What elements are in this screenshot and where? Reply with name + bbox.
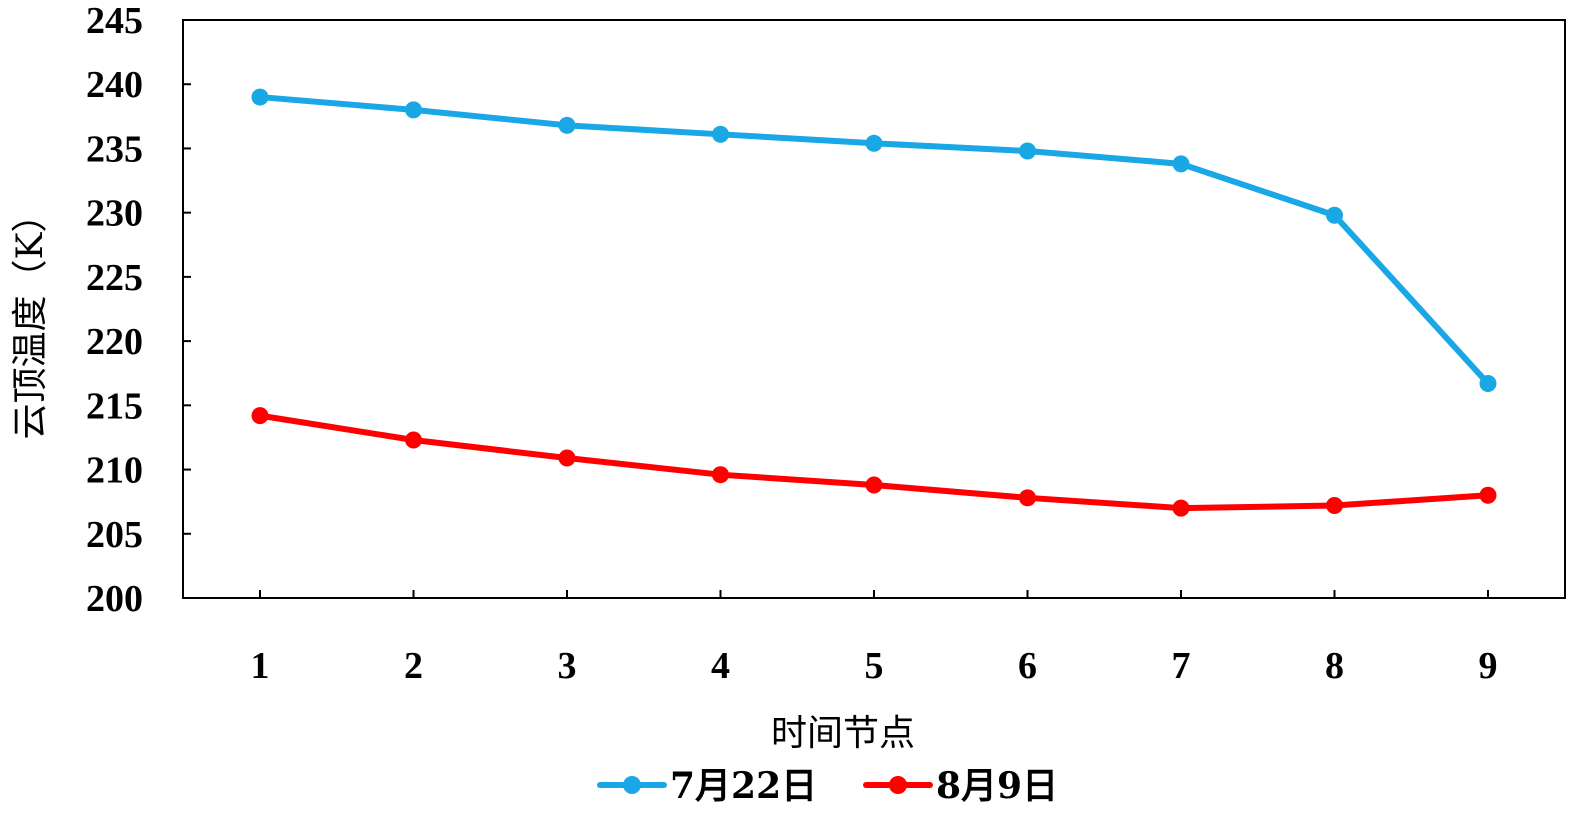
x-tick-label: 4 — [711, 645, 730, 687]
data-point — [865, 476, 883, 494]
data-point — [405, 431, 422, 449]
data-point — [405, 101, 422, 119]
x-tick-label: 8 — [1325, 645, 1344, 687]
series-line — [257, 412, 1491, 512]
data-point — [251, 407, 269, 425]
legend-item: 8月9日 — [863, 765, 1058, 807]
data-point — [251, 88, 269, 106]
y-tick-label: 200 — [86, 578, 143, 620]
data-point — [1172, 499, 1190, 517]
series-1 — [251, 88, 1497, 392]
x-axis-title: 时间节点 — [771, 713, 915, 754]
y-tick-label: 235 — [86, 128, 143, 170]
y-tick-label: 210 — [86, 450, 143, 492]
data-point — [1019, 142, 1036, 160]
legend-label: 7月22日 — [670, 765, 817, 807]
x-axis: 1 2 3 4 5 6 7 8 9 — [251, 590, 1498, 687]
x-tick-label: 3 — [558, 645, 577, 687]
x-tick-label: 7 — [1172, 645, 1191, 687]
data-point — [1019, 489, 1036, 507]
y-tick-label: 225 — [86, 257, 143, 299]
x-tick-label: 2 — [404, 645, 423, 687]
data-point — [1172, 155, 1190, 173]
y-axis: 200 205 210 215 220 225 230 235 240 245 — [86, 0, 191, 620]
data-point — [1326, 497, 1343, 515]
data-point — [1479, 374, 1497, 392]
data-point — [712, 125, 729, 143]
legend-item: 7月22日 — [597, 765, 817, 807]
legend-label: 8月9日 — [936, 765, 1058, 807]
x-tick-label: 6 — [1018, 645, 1037, 687]
data-point — [712, 466, 729, 484]
y-tick-label: 245 — [86, 0, 143, 42]
y-tick-label: 240 — [86, 64, 143, 106]
data-point — [1479, 486, 1497, 504]
y-tick-label: 205 — [86, 514, 143, 556]
data-point — [558, 449, 576, 467]
legend-marker — [889, 776, 907, 794]
x-tick-label: 1 — [251, 645, 270, 687]
y-axis-title: 云顶温度（K） — [10, 197, 51, 440]
legend-marker — [623, 776, 641, 794]
data-point — [558, 116, 576, 134]
y-tick-label: 220 — [86, 321, 143, 363]
data-point — [1326, 206, 1343, 224]
y-tick-label: 230 — [86, 193, 143, 235]
series-2 — [251, 407, 1497, 517]
x-tick-label: 5 — [865, 645, 884, 687]
series-layer — [251, 88, 1497, 517]
x-tick-label: 9 — [1479, 645, 1498, 687]
data-point — [865, 134, 883, 152]
legend: 7月22日 8月9日 — [597, 765, 1058, 807]
y-tick-label: 215 — [86, 385, 143, 427]
